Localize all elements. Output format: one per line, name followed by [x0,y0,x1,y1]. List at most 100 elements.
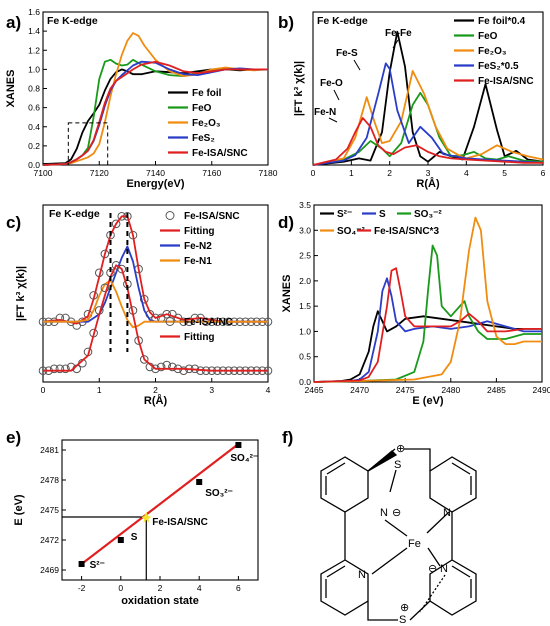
legend-entry: FeS₂ [192,133,215,144]
double-bond [326,462,346,475]
y-tick-label: 0.0 [299,377,311,387]
x-tick-label: 7140 [146,168,165,178]
x-tick-label: 2490 [533,385,550,395]
data-point [78,561,85,567]
legend-entry: Fe-N1 [184,256,212,267]
annotation-arrow [392,39,399,49]
series-line [313,216,542,383]
legend-entry: Fe-ISA/SNC [192,148,248,159]
annotation-arrow [333,89,340,101]
data-point [55,364,65,374]
hash-bond-bottom [419,574,446,613]
legend-entry: S [379,209,386,220]
charge-plus-bottom: ⊕ [400,602,409,614]
fit-line [80,443,240,565]
plot-frame [61,439,259,581]
plot-frame [312,11,544,166]
atom-s-top: S [394,459,401,471]
series-line [313,244,542,383]
atom-s-bottom: S [399,614,406,626]
series-line [43,279,268,329]
charge-plus-top: ⊕ [396,443,405,455]
inset-zoom-box [67,122,109,166]
y-tick-label: 2475 [40,505,59,515]
y-tick-label: 2481 [40,445,59,455]
y-tick-label: 3.0 [299,225,311,235]
chart-d-sulfur-xanes: 2465 2470 2475 2480 2485 2490 0.0 0.5 1.0 1.5 2.0 2… [281,200,550,407]
y-tick-label: 1.4 [28,26,40,36]
annotation-fe-n: Fe-N [314,107,336,118]
double-bond [326,565,346,578]
x-tick-label: 4 [197,583,202,593]
fe-n-bond [427,547,441,567]
point-label: SO₃²⁻ [205,488,233,499]
annotation-fe-fe: Fe-Fe [385,28,412,39]
data-point [139,355,149,364]
y-tick-label: 2469 [40,565,59,575]
series-line [312,62,544,166]
atom-n-upper-right: N [443,507,451,519]
y-tick-label: 2.0 [299,276,311,286]
chart-title: Fe K-edge [317,15,368,27]
y-tick-label: 3.5 [299,200,311,210]
atom-n-lower-left: N [358,569,366,581]
chart-a-xanes: 7100 7120 7140 7160 7180 0.0 0.2 0.4 0.6 0.8 1.0 1.… [5,7,278,190]
panel-letter-c: c) [6,213,21,232]
y-tick-label: 1.2 [28,45,40,55]
annotation-fe-o: Fe-O [320,78,343,89]
plot-frame [42,11,269,166]
y-tick-label: 0.5 [299,352,311,362]
x-tick-label: 6 [236,583,241,593]
plot-frame [313,204,543,383]
legend-entry: Fe foil [192,88,222,99]
charge-minus-upper: ⊖ [392,507,401,519]
double-bond [451,462,471,475]
x-tick-label: 2475 [396,385,415,395]
legend-marker [165,317,175,326]
data-point [100,283,110,293]
y-tick-label: 1.5 [299,301,311,311]
x-tick-label: 2480 [441,385,460,395]
plot-frame [42,204,269,383]
x-tick-label: 2 [153,385,158,395]
x-axis-label: Energy(eV) [126,178,184,190]
data-point [162,309,172,319]
x-tick-label: 5 [502,168,507,178]
x-axis-label: oxidation state [121,595,199,607]
chart-c-exafs-fitting: 0 1 2 3 4 Fe K-edge R(Å) |FT k³ χ(k)| Fe-ISA/SNC… [15,204,273,407]
data-point [179,366,188,376]
legend-entry: Fitting [184,226,215,237]
series-line [42,60,268,166]
x-tick-label: 2465 [305,385,324,395]
y-axis-label: XANES [5,70,17,108]
x-axis-label: E (eV) [412,395,444,407]
annotation-arrow [328,117,338,123]
y-tick-label: 2478 [40,475,59,485]
panel-letter-a: a) [6,13,21,32]
x-tick-label: 3 [209,385,214,395]
x-tick-label: 3 [426,168,431,178]
legend-entry: Fe-ISA/NC [184,317,233,328]
panel-letter-b: b) [278,13,294,32]
point-label: S²⁻ [90,560,105,571]
legend-entry: SO₃⁻² [414,209,442,220]
legend-entry: Fe-ISA/SNC*3 [374,226,439,237]
data-point-highlight [141,512,152,523]
x-tick-label: 4 [464,168,469,178]
legend-entry: FeO [478,31,498,42]
atom-n-upper-left: N [380,507,388,519]
data-point [117,264,127,274]
legend-entry: SO₄⁻² [337,226,365,237]
s-to-n-top [389,469,397,493]
point-label: Fe-ISA/SNC [152,517,208,528]
annotation-fe-s: Fe-S [336,48,358,59]
series-line [42,32,269,166]
x-tick-label: 2 [387,168,392,178]
chemical-structure [320,448,477,621]
y-axis-label: |FT k³ χ(k)| [293,61,305,116]
x-tick-label: 2 [158,583,163,593]
double-bond [451,565,471,578]
series-line [313,310,542,383]
chart-e-oxidation-state: -2 0 2 4 6 2469 2472 2475 2478 2481 oxidation stat… [13,439,259,607]
